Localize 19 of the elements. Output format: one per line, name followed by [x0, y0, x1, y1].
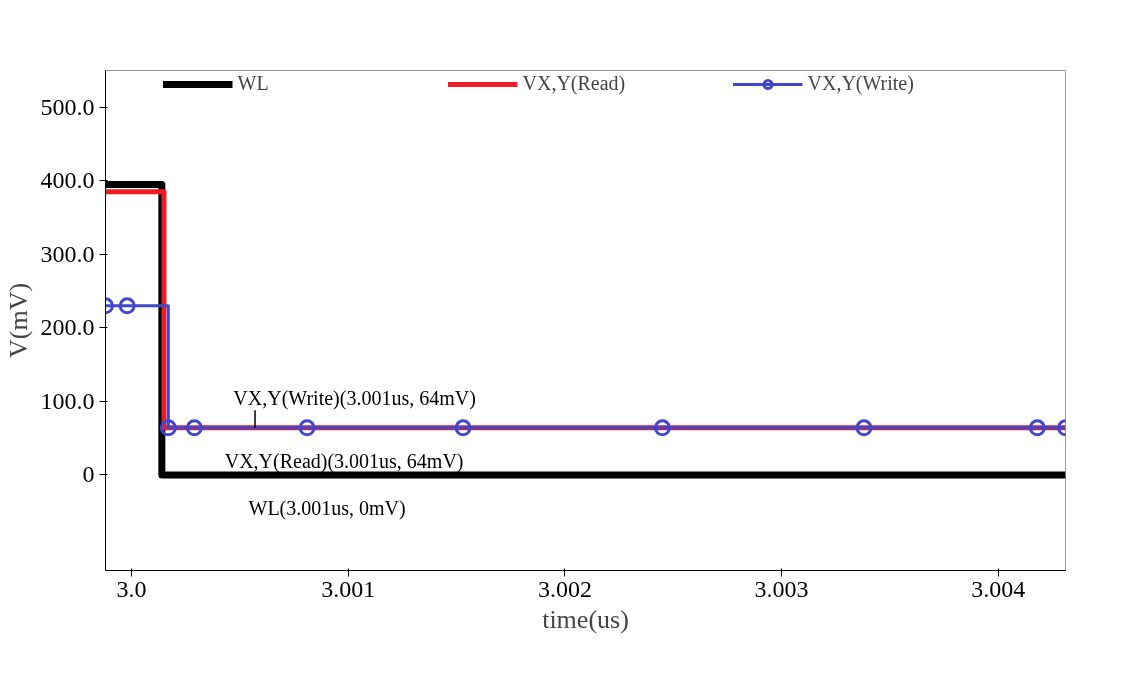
- y-tick-label: 400.0: [40, 167, 95, 194]
- annotation: VX,Y(Read)(3.001us, 64mV): [224, 449, 464, 473]
- y-tick-label: 300.0: [40, 240, 95, 267]
- x-tick-label: 3.0: [116, 575, 147, 602]
- y-tick-label: 0: [82, 461, 95, 488]
- legend-label: WL: [237, 72, 270, 95]
- x-tick-label: 3.004: [971, 575, 1026, 602]
- legend-label: VX,Y(Write): [807, 72, 915, 95]
- annotation: VX,Y(Write)(3.001us, 64mV): [233, 387, 476, 411]
- y-tick-label: 200.0: [40, 314, 95, 341]
- x-tick-label: 3.002: [537, 575, 592, 602]
- y-tick-label: 500.0: [40, 93, 95, 120]
- annotation: WL(3.001us, 0mV): [248, 497, 406, 520]
- legend-label: VX,Y(Read): [522, 72, 627, 95]
- x-axis-title: time(us): [542, 604, 629, 634]
- y-tick-label: 100.0: [40, 387, 95, 414]
- x-tick-label: 3.001: [321, 575, 376, 602]
- y-axis-title: V(mV): [3, 282, 33, 359]
- x-tick-label: 3.003: [754, 575, 809, 602]
